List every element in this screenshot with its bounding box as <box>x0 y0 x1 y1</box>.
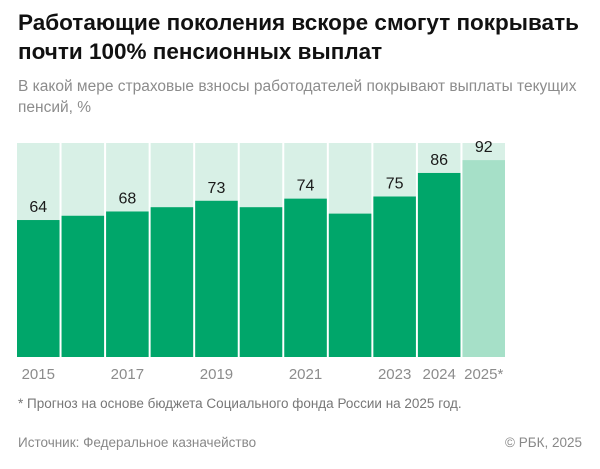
x-tick-label: 2023 <box>378 366 411 383</box>
x-tick-label: 2021 <box>289 366 322 383</box>
bar-2025* <box>462 160 505 357</box>
chart-title: Работающие поколения вскоре смогут покры… <box>18 10 579 64</box>
bar-2023 <box>373 196 416 357</box>
copyright: © РБК, 2025 <box>505 435 582 450</box>
data-label: 92 <box>475 139 493 156</box>
x-tick-label: 2019 <box>200 366 233 383</box>
data-label: 73 <box>208 180 226 197</box>
x-tick-label: 2025* <box>464 366 503 383</box>
bar-2018 <box>150 207 194 357</box>
data-label: 75 <box>386 176 404 193</box>
data-label: 74 <box>297 178 315 195</box>
bar-2022 <box>328 213 372 357</box>
data-label: 86 <box>430 152 448 169</box>
x-tick-label: 2024 <box>422 366 455 383</box>
bar-2024 <box>417 172 461 357</box>
bar-2020 <box>239 207 283 357</box>
footnote: * Прогноз на основе бюджета Социального … <box>18 396 462 411</box>
bar-2021 <box>284 198 327 357</box>
bar-2016 <box>61 215 105 357</box>
data-label: 64 <box>29 199 47 216</box>
bar-chart: 64 2015 68 2017 73 2019 74 2021 75 2023 86 2024 92 20… <box>17 139 505 383</box>
data-label: 68 <box>118 190 136 207</box>
bar-2015 <box>17 220 60 357</box>
x-tick-label: 2015 <box>22 366 55 383</box>
source: Источник: Федеральное казначейство <box>18 435 257 450</box>
bar-2017 <box>106 211 149 357</box>
x-tick-label: 2017 <box>111 366 144 383</box>
bar-2019 <box>195 200 238 357</box>
chart-subtitle: В какой мере страховые взносы работодате… <box>18 78 577 116</box>
